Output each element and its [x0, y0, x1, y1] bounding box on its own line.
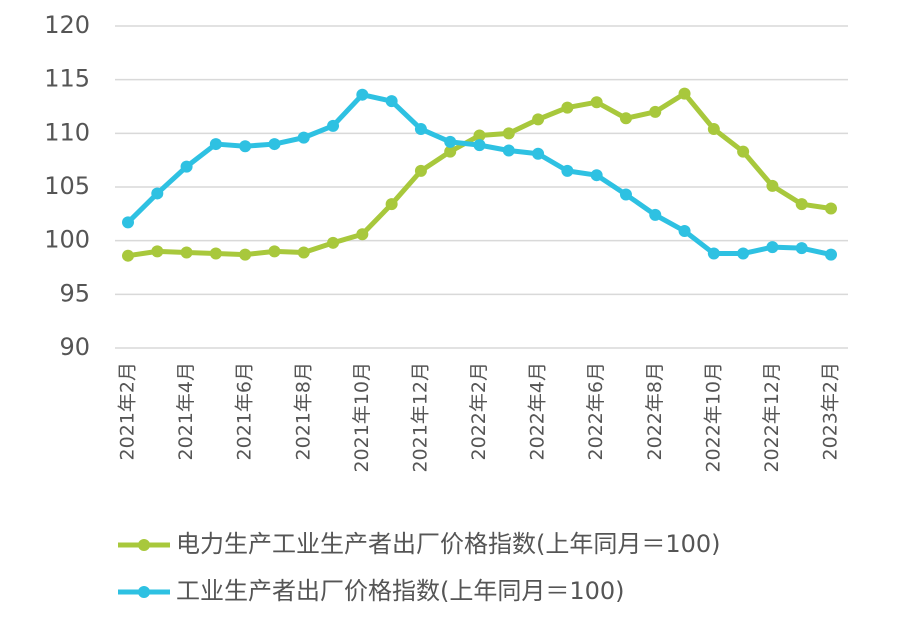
legend-marker [138, 586, 150, 598]
point [795, 198, 808, 211]
x-tick-label: 2021年4月 [175, 362, 197, 460]
point [590, 169, 603, 182]
point [561, 164, 574, 177]
point [766, 179, 779, 192]
x-tick-label: 2021年6月 [234, 362, 256, 460]
x-tick-label: 2022年8月 [644, 362, 666, 460]
point [385, 95, 398, 108]
point [649, 208, 662, 221]
point [825, 248, 837, 261]
point [561, 101, 574, 114]
y-tick-label: 105 [44, 172, 90, 200]
point [737, 145, 750, 158]
point [707, 123, 720, 136]
point [825, 202, 837, 215]
point [239, 140, 252, 153]
legend-label: 电力生产工业生产者出厂价格指数(上年同月＝100) [176, 530, 721, 558]
point [590, 96, 603, 109]
point [356, 88, 369, 101]
point [122, 249, 134, 262]
x-tick-label: 2021年8月 [292, 362, 314, 460]
point [268, 245, 281, 258]
x-tick-label: 2022年6月 [585, 362, 607, 460]
point [707, 247, 720, 260]
y-tick-label: 120 [44, 11, 90, 39]
x-tick-label: 2023年2月 [820, 362, 842, 460]
point [327, 119, 340, 132]
y-tick-label: 115 [44, 65, 90, 93]
point [414, 123, 427, 136]
point [444, 145, 457, 158]
point [502, 144, 515, 157]
point [414, 164, 427, 177]
series-line [126, 92, 832, 258]
y-tick-label: 95 [59, 279, 90, 307]
point [356, 228, 369, 241]
point [766, 241, 779, 254]
point [473, 139, 486, 152]
point [239, 248, 252, 261]
x-tick-label: 2021年10月 [351, 362, 373, 473]
point [327, 236, 340, 249]
point [473, 129, 486, 142]
point [649, 105, 662, 118]
point [297, 246, 310, 259]
point [532, 147, 545, 160]
point [532, 113, 545, 126]
point [151, 245, 164, 258]
point [180, 246, 193, 259]
x-tick-label: 2021年2月 [117, 362, 139, 460]
point [209, 138, 222, 151]
x-tick-label: 2022年10月 [702, 362, 724, 473]
point [502, 127, 515, 140]
point [180, 160, 193, 173]
point [151, 187, 164, 200]
point [444, 135, 457, 148]
y-tick-label: 110 [44, 118, 90, 146]
legend-label: 工业生产者出厂价格指数(上年同月＝100) [176, 577, 625, 605]
point [737, 247, 750, 260]
point [619, 188, 632, 201]
point [268, 138, 281, 151]
x-tick-label: 2022年12月 [761, 362, 783, 473]
point [678, 87, 691, 100]
point [795, 242, 808, 255]
legend-marker [138, 539, 150, 551]
y-tick-label: 100 [44, 226, 90, 254]
point [385, 198, 398, 211]
point [122, 216, 134, 229]
point [678, 225, 691, 238]
point [209, 247, 222, 260]
point [297, 131, 310, 144]
series-line [127, 91, 832, 259]
y-tick-label: 90 [59, 333, 90, 361]
point [619, 112, 632, 125]
x-tick-label: 2022年4月 [527, 362, 549, 460]
x-tick-label: 2021年12月 [409, 362, 431, 473]
x-tick-label: 2022年2月 [468, 362, 490, 460]
